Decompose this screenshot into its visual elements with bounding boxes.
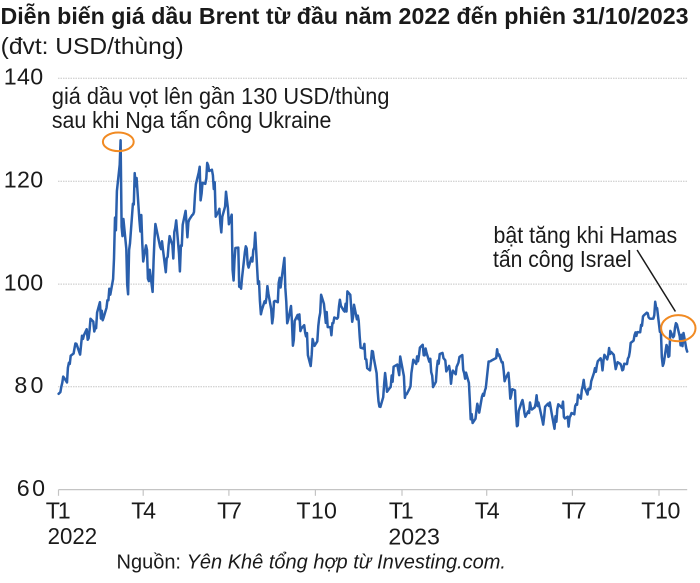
svg-text:sau khi Nga tấn công Ukraine: sau khi Nga tấn công Ukraine (52, 107, 332, 133)
svg-text:2022: 2022 (48, 523, 98, 549)
svg-text:(đvt: USD/thùng): (đvt: USD/thùng) (1, 33, 184, 59)
svg-text:100: 100 (4, 269, 43, 295)
svg-text:120: 120 (4, 167, 43, 193)
svg-text:Nguồn: Yên Khê tổng hợp từ Inv: Nguồn: Yên Khê tổng hợp từ Investing.com… (117, 552, 506, 574)
svg-text:T7: T7 (217, 498, 242, 524)
svg-text:T1: T1 (46, 498, 71, 524)
svg-text:T4: T4 (131, 498, 156, 524)
svg-text:T10: T10 (641, 498, 680, 524)
svg-text:140: 140 (4, 64, 43, 90)
svg-text:2023: 2023 (388, 524, 440, 550)
svg-text:T1: T1 (389, 498, 414, 524)
svg-text:bật tăng khi Hamas: bật tăng khi Hamas (494, 222, 678, 248)
svg-text:Diễn biến giá dầu Brent từ đầu: Diễn biến giá dầu Brent từ đầu năm 2022 … (1, 2, 689, 29)
svg-text:giá dầu vọt lên gần 130 USD/th: giá dầu vọt lên gần 130 USD/thùng (52, 83, 390, 109)
svg-text:tấn công Israel: tấn công Israel (493, 246, 632, 272)
svg-text:T7: T7 (562, 498, 587, 524)
svg-text:T10: T10 (296, 498, 337, 524)
svg-text:T4: T4 (475, 498, 500, 524)
